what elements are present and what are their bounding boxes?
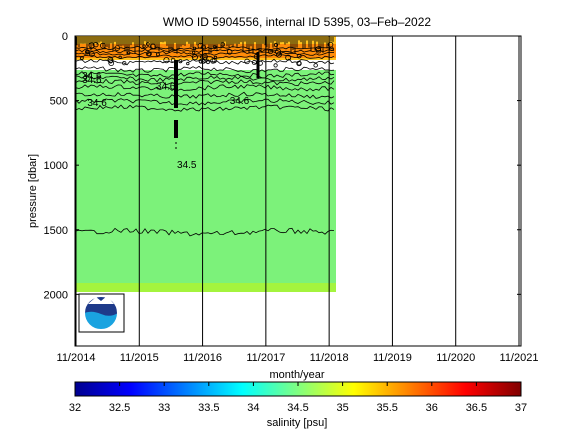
x-axis-label: month/year [269, 369, 324, 381]
salinity-contour-line [75, 75, 335, 83]
contour-label: 34.6 [230, 96, 250, 107]
surface-contour-loop [186, 61, 190, 66]
y-tick-label: 0 [62, 31, 68, 43]
plot-frame [74, 35, 522, 347]
surface-contour-loop [145, 51, 152, 57]
y-tick-label: 2000 [44, 289, 68, 301]
contour-label: 34.6 [87, 98, 107, 109]
colorbar-tick-label: 35.5 [376, 402, 397, 414]
colorbar-tick-label: 36.5 [466, 402, 487, 414]
y-tick-label: 500 [50, 96, 68, 108]
surface-contour-loop [142, 44, 146, 48]
contour-label: 34.6 [82, 71, 102, 82]
colorbar-tick-label: 37 [515, 402, 527, 414]
salinity-contour-line [75, 48, 335, 54]
x-tick-label: 11/2019 [373, 352, 412, 364]
salinity-contour-line [75, 50, 335, 56]
salinity-contour-line [75, 45, 335, 51]
noaa-logo [78, 293, 125, 333]
salinity-contour-line [75, 227, 335, 237]
surface-contour-loop [220, 42, 225, 47]
salinity-contours [75, 45, 335, 237]
surface-contour-loop [203, 56, 208, 61]
salinity-contour-line [75, 84, 335, 92]
x-tick-label: 11/2020 [436, 352, 475, 364]
salinity-field-bottom [76, 283, 336, 292]
surface-contour-loop [273, 63, 278, 68]
x-tick-label: 11/2017 [246, 352, 285, 364]
surface-contour-loop [313, 63, 318, 68]
colorbar-tick-label: 35 [336, 402, 348, 414]
colorbar-tick-label: 32.5 [109, 402, 130, 414]
plot-area: 34.634.634.634.634.634.5 11/2014 11/2015 1… [44, 31, 539, 364]
surface-contour-loop [163, 57, 170, 64]
surface-contour-loop [88, 42, 95, 49]
colorbar-tick-label: 32 [69, 402, 81, 414]
y-axis-ticks: 0 500 1000 1500 2000 [44, 31, 521, 301]
salinity-contour-line [75, 91, 335, 99]
salinity-contour-line [75, 54, 335, 60]
x-tick-label: 11/2021 [500, 352, 539, 364]
chart-title: WMO ID 5904556, internal ID 5395, 03–Feb… [163, 15, 431, 29]
x-tick-label: 11/2016 [183, 352, 222, 364]
surface-contour-loop [273, 42, 279, 48]
salinity-contour-line [75, 58, 335, 66]
colorbar-label: salinity [psu] [267, 417, 328, 429]
x-axis-ticks: 11/2014 11/2015 11/2016 11/2017 11/2018 11/20… [57, 352, 539, 364]
surface-contour-loop [107, 57, 114, 63]
x-tick-label: 11/2014 [57, 352, 96, 364]
y-tick-label: 1000 [44, 160, 68, 172]
salinity-contour-line [75, 78, 335, 87]
colorbar: 32 32.5 33 33.5 34 34.5 35 35.5 36 36.5 37 [69, 381, 527, 414]
colorbar-ticks: 32 32.5 33 33.5 34 34.5 35 35.5 36 36.5 37 [69, 382, 527, 414]
surface-contour-loop [197, 42, 204, 49]
surface-contour-loop [93, 41, 99, 48]
surface-contour-loop [206, 60, 210, 65]
salinity-contour-line [75, 71, 335, 79]
colorbar-tick-label: 36 [426, 402, 438, 414]
colorbar-tick-label: 34.5 [287, 402, 308, 414]
salinity-contour-line [75, 104, 335, 112]
surface-contour-loop [99, 42, 106, 49]
x-tick-label: 11/2018 [310, 352, 349, 364]
surface-contour-loop [145, 42, 150, 46]
y-axis-label: pressure [dbar] [27, 154, 39, 228]
colorbar-tick-label: 33.5 [198, 402, 219, 414]
contour-labels: 34.634.634.634.634.634.5 [82, 71, 250, 171]
surface-contour-loop [201, 59, 206, 64]
y-tick-label: 1500 [44, 225, 68, 237]
contour-label: 34.6 [156, 81, 176, 92]
surface-contour-loop [213, 55, 218, 60]
vertical-gridlines [75, 36, 520, 346]
salinity-contour-line [75, 98, 335, 106]
contour-label: 34.5 [177, 160, 197, 171]
colorbar-tick-label: 34 [247, 402, 259, 414]
salinity-contour-line [75, 65, 335, 74]
colorbar-tick-label: 33 [158, 402, 170, 414]
contour-label: 34.6 [82, 75, 102, 86]
x-tick-label: 11/2015 [120, 352, 159, 364]
